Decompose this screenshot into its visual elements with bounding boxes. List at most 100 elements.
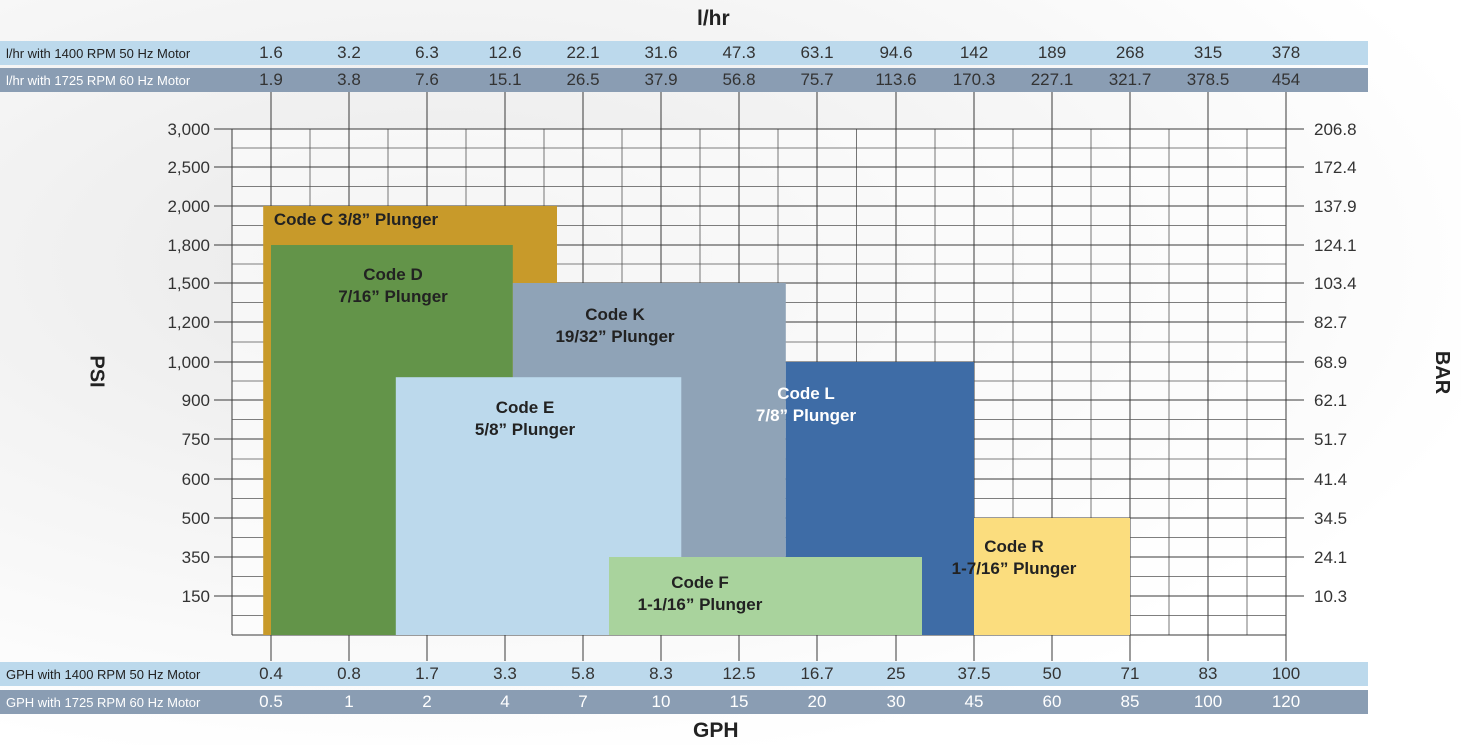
band-value: 45 — [964, 692, 984, 711]
bar-label: Code R — [984, 537, 1044, 556]
band-value: 1.6 — [259, 43, 283, 62]
band-value: 10 — [651, 692, 671, 711]
bar-label: Code L — [777, 384, 835, 403]
band-value: 100 — [1271, 664, 1301, 683]
band-value: 15.1 — [488, 70, 522, 89]
psi-tick-label: 500 — [182, 509, 210, 528]
band-value: 26.5 — [566, 70, 600, 89]
band-value: 12.5 — [722, 664, 756, 683]
band-lhr-50hz: l/hr with 1400 RPM 50 Hz Motor 1.6 3.2 6.3… — [0, 41, 1368, 65]
band-label: l/hr with 1725 RPM 60 Hz Motor — [6, 73, 191, 88]
band-lhr-60hz: l/hr with 1725 RPM 60 Hz Motor 1.9 3.8 7.6… — [0, 68, 1368, 92]
band-value: 1 — [344, 692, 354, 711]
bar-tick-label: 206.8 — [1314, 120, 1357, 139]
band-value: 85 — [1120, 692, 1140, 711]
bar-label: 7/16” Plunger — [338, 287, 448, 306]
band-value: 75.7 — [800, 70, 834, 89]
band-value: 22.1 — [566, 43, 600, 62]
band-value: 60 — [1042, 692, 1062, 711]
bar-tick-label: 51.7 — [1314, 430, 1347, 449]
band-value: 3.3 — [493, 664, 517, 683]
bar-label: Code C 3/8” Plunger — [274, 210, 439, 229]
band-value: 5.8 — [571, 664, 595, 683]
band-value: 94.6 — [879, 43, 913, 62]
band-value: 16.7 — [800, 664, 834, 683]
band-value: 268 — [1115, 43, 1145, 62]
bar-tick-label: 24.1 — [1314, 548, 1347, 567]
bar-tick-label: 172.4 — [1314, 158, 1357, 177]
psi-tick-label: 750 — [182, 430, 210, 449]
band-value: 189 — [1037, 43, 1067, 62]
band-label: l/hr with 1400 RPM 50 Hz Motor — [6, 46, 191, 61]
psi-tick-label: 600 — [182, 470, 210, 489]
bar-tick-label: 137.9 — [1314, 197, 1357, 216]
bar-label: 7/8” Plunger — [756, 406, 857, 425]
bar-tick-label: 41.4 — [1314, 470, 1347, 489]
bar-label: 1-7/16” Plunger — [952, 559, 1077, 578]
psi-tick-label: 1,000 — [167, 353, 210, 372]
band-value: 315 — [1193, 43, 1223, 62]
bar-tick-label: 34.5 — [1314, 509, 1347, 528]
band-value: 37.5 — [957, 664, 991, 683]
band-value: 170.3 — [952, 70, 996, 89]
top-axis-title: l/hr — [697, 7, 730, 30]
band-value: 1.7 — [415, 664, 439, 683]
psi-tick-label: 150 — [182, 587, 210, 606]
band-value: 113.6 — [875, 70, 917, 89]
psi-tick-label: 350 — [182, 548, 210, 567]
bar-label: Code E — [496, 398, 555, 417]
band-value: 31.6 — [644, 43, 678, 62]
psi-tick-label: 900 — [182, 391, 210, 410]
band-gph-60hz: GPH with 1725 RPM 60 Hz Motor 0.5 1 2 4 7 10 1… — [0, 690, 1368, 714]
band-value: 12.6 — [488, 43, 522, 62]
band-value: 25 — [886, 664, 906, 683]
band-value: 56.8 — [722, 70, 756, 89]
bar-label: Code K — [585, 305, 645, 324]
psi-tick-label: 1,200 — [167, 313, 210, 332]
band-value: 454 — [1271, 70, 1301, 89]
bar-label: 19/32” Plunger — [555, 327, 674, 346]
psi-tick-label: 1,800 — [167, 236, 210, 255]
bar-tick-label: 10.3 — [1314, 587, 1347, 606]
band-value: 7.6 — [415, 70, 439, 89]
band-value: 7 — [578, 692, 588, 711]
band-label: GPH with 1725 RPM 60 Hz Motor — [6, 695, 201, 710]
bar-tick-label: 68.9 — [1314, 353, 1347, 372]
bar-label: 5/8” Plunger — [475, 420, 576, 439]
band-value: 227.1 — [1030, 70, 1074, 89]
psi-tick-label: 2,000 — [167, 197, 210, 216]
band-value: 8.3 — [649, 664, 673, 683]
band-value: 30 — [886, 692, 906, 711]
psi-tick-label: 3,000 — [167, 120, 210, 139]
band-value: 100 — [1193, 692, 1223, 711]
band-value: 0.8 — [337, 664, 361, 683]
bar-label: Code D — [363, 265, 423, 284]
bar-tick-label: 124.1 — [1314, 236, 1357, 255]
bar-label: 1-1/16” Plunger — [638, 595, 763, 614]
band-value: 142 — [959, 43, 989, 62]
band-gph-50hz: GPH with 1400 RPM 50 Hz Motor 0.4 0.8 1.7 3… — [0, 662, 1368, 686]
bar-label: Code F — [671, 573, 729, 592]
band-value: 378 — [1271, 43, 1301, 62]
band-value: 3.2 — [337, 43, 361, 62]
bar-tick-label: 62.1 — [1314, 391, 1347, 410]
band-value: 321.7 — [1108, 70, 1152, 89]
band-value: 37.9 — [644, 70, 678, 89]
band-value: 0.4 — [259, 664, 283, 683]
band-value: 83 — [1198, 664, 1218, 683]
bar-code-r — [974, 518, 1130, 635]
band-value: 47.3 — [722, 43, 756, 62]
band-value: 15 — [729, 692, 749, 711]
bar-code-f — [609, 557, 922, 635]
band-value: 0.5 — [259, 692, 283, 711]
band-value: 378.5 — [1186, 70, 1230, 89]
band-value: 20 — [807, 692, 827, 711]
band-value: 2 — [422, 692, 432, 711]
bar-tick-label: 82.7 — [1314, 313, 1347, 332]
band-value: 1.9 — [259, 70, 283, 89]
band-value: 6.3 — [415, 43, 439, 62]
band-value: 71 — [1120, 664, 1140, 683]
psi-tick-label: 1,500 — [167, 274, 210, 293]
band-value: 3.8 — [337, 70, 361, 89]
